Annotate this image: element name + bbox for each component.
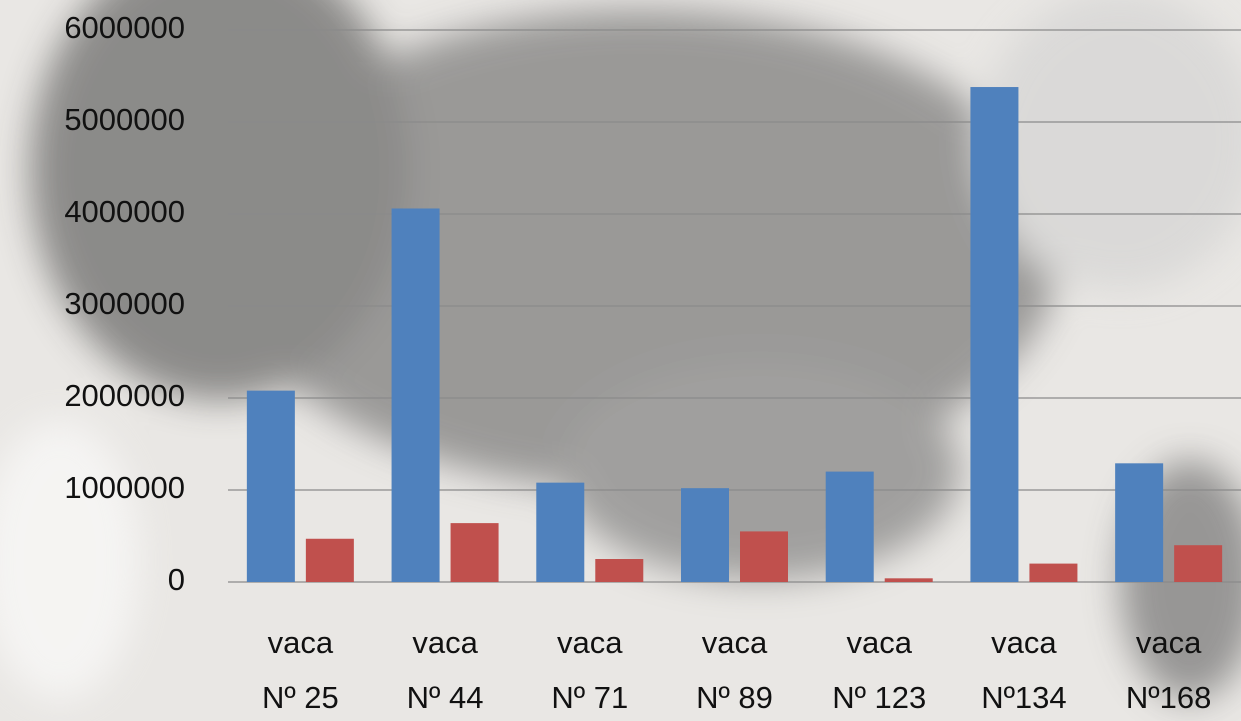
bar xyxy=(392,208,440,582)
x-tick-label: vaca xyxy=(702,625,768,660)
x-tick-label: vaca xyxy=(991,625,1057,660)
bar xyxy=(306,539,354,582)
y-tick-label: 6000000 xyxy=(64,10,185,45)
x-tick-label: vaca xyxy=(846,625,912,660)
bar xyxy=(595,559,643,582)
y-tick-label: 0 xyxy=(168,562,185,597)
background xyxy=(0,0,1241,721)
bar xyxy=(451,523,499,582)
x-tick-label: Nº 123 xyxy=(832,680,926,715)
bar xyxy=(885,578,933,582)
x-tick-label: vaca xyxy=(268,625,334,660)
chart: 0 1000000 2000000 3000000 4000000 5000000 6000… xyxy=(0,0,1241,721)
x-tick-label: vaca xyxy=(412,625,478,660)
x-tick-label: vaca xyxy=(1136,625,1202,660)
page: 0 1000000 2000000 3000000 4000000 5000000 6000… xyxy=(0,0,1241,721)
bar xyxy=(1115,463,1163,582)
bar xyxy=(681,488,729,582)
y-tick-label: 4000000 xyxy=(64,194,185,229)
x-tick-label: Nº 71 xyxy=(551,680,628,715)
y-tick-label: 3000000 xyxy=(64,286,185,321)
y-tick-label: 5000000 xyxy=(64,102,185,137)
x-tick-label: Nº 25 xyxy=(262,680,339,715)
bar xyxy=(247,391,295,582)
x-tick-label: Nº168 xyxy=(1126,680,1211,715)
x-tick-label: Nº134 xyxy=(981,680,1066,715)
bar xyxy=(826,472,874,582)
bar xyxy=(536,483,584,582)
bar xyxy=(740,531,788,582)
bar xyxy=(1029,564,1077,582)
y-tick-label: 2000000 xyxy=(64,378,185,413)
bar xyxy=(1174,545,1222,582)
x-tick-label: Nº 44 xyxy=(407,680,484,715)
bar xyxy=(970,87,1018,582)
x-tick-label: vaca xyxy=(557,625,623,660)
x-tick-label: Nº 89 xyxy=(696,680,773,715)
y-tick-label: 1000000 xyxy=(64,470,185,505)
